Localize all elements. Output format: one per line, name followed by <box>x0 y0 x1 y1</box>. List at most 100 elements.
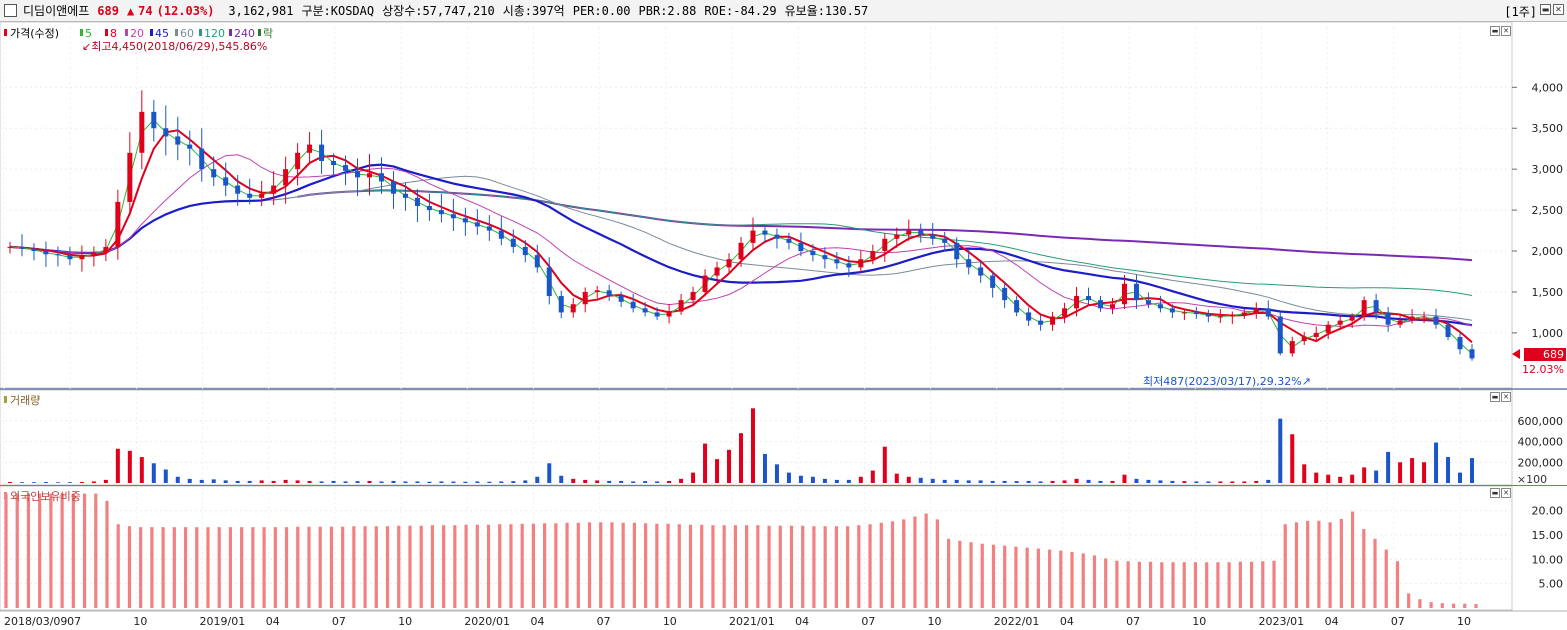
pane-minimize-icon[interactable]: ▬ <box>1490 488 1500 498</box>
y-tick-label: 3,000 <box>1532 163 1564 176</box>
period-selector[interactable]: [1주] <box>1504 5 1537 19</box>
foreign-ratio-bar <box>1306 520 1310 608</box>
legend-marker <box>229 29 232 36</box>
pane-close-icon[interactable]: ✕ <box>1501 488 1511 498</box>
candle-body <box>139 111 145 153</box>
candle-body <box>1002 287 1008 301</box>
pane-close-icon[interactable]: ✕ <box>1501 26 1511 36</box>
x-tick-label: 10 <box>133 615 147 628</box>
candle-body <box>355 170 361 178</box>
legend-marker <box>150 29 153 36</box>
volume-bar <box>571 478 576 483</box>
candle-body <box>978 267 984 276</box>
foreign-ratio-bar <box>228 527 233 608</box>
volume-bar <box>1326 474 1331 483</box>
candle-body <box>31 248 37 252</box>
legend-marker <box>125 29 128 36</box>
volume-bar <box>187 478 192 483</box>
x-tick-label: 04 <box>266 615 280 628</box>
candle-body <box>834 259 840 264</box>
legend-marker <box>4 396 7 403</box>
foreign-ratio-bar <box>318 526 322 608</box>
volume-bar <box>1170 480 1175 483</box>
foreign-ratio-bar <box>1350 511 1355 608</box>
candle-body <box>1086 296 1092 301</box>
foreign-ratio-bar <box>1104 558 1108 608</box>
y-tick-label: 2,000 <box>1532 245 1564 258</box>
volume-bar <box>475 481 480 483</box>
price-legend: 가격(수정) 5 8 20 45 60 120 240 락 <box>4 27 273 40</box>
y-tick-label: 1,000 <box>1532 327 1564 340</box>
volume-bar <box>463 481 468 483</box>
volume-bar <box>1002 480 1007 483</box>
foreign-ratio-bar <box>1474 604 1478 608</box>
select-checkbox[interactable] <box>4 4 17 17</box>
foreign-ratio-bar <box>991 544 996 608</box>
foreign-ratio-bar <box>82 493 87 608</box>
x-tick-label: 2020/01 <box>464 615 510 628</box>
candle-body <box>67 255 73 260</box>
candle-body <box>594 290 600 292</box>
candle-body <box>438 210 444 215</box>
foreign-ratio-bar <box>812 526 816 608</box>
pane-minimize-icon[interactable]: ▬ <box>1490 26 1500 36</box>
volume-bar <box>870 470 875 483</box>
volume-bar <box>379 481 384 483</box>
candle-body <box>1301 336 1307 342</box>
pane-minimize-icon[interactable]: ▬ <box>1490 392 1500 402</box>
foreign-ratio-bar <box>823 526 827 608</box>
legend-marker <box>105 29 108 36</box>
foreign-ratio-bar <box>543 523 547 608</box>
volume-bar <box>882 446 887 483</box>
stock-chart[interactable]: 1,000 1,500 2,000 2,500 3,000 3,500 4,000 200,… <box>0 22 1567 630</box>
foreign-ratio-bar <box>1463 603 1467 608</box>
candle-body <box>1337 320 1343 325</box>
moving-average-line <box>9 154 1473 327</box>
foreign-ratio-bar <box>71 493 75 608</box>
candle-body <box>1241 312 1247 315</box>
candle-body <box>714 267 720 276</box>
volume-bar <box>595 480 600 483</box>
volume-pane[interactable] <box>0 389 1513 486</box>
foreign-ratio-bar <box>902 519 906 608</box>
legend-price-label: 가격(수정) <box>10 27 59 40</box>
volume-bar <box>307 480 312 483</box>
candle-body <box>79 255 85 260</box>
candle-body <box>1145 300 1151 305</box>
foreign-ratio-bar <box>4 493 8 608</box>
volume-bar <box>834 479 839 483</box>
candle-body <box>522 246 528 256</box>
moving-average-line <box>9 163 1473 327</box>
current-price: 689 <box>97 3 119 18</box>
volume-bar <box>727 449 732 483</box>
candle-body <box>474 222 480 227</box>
candle-body <box>1277 316 1283 354</box>
volume-bar <box>1146 479 1151 483</box>
up-arrow-icon: ▲ <box>126 3 135 18</box>
candle-body <box>343 165 349 171</box>
price-pane[interactable] <box>0 22 1513 389</box>
price-change: 74 <box>138 3 153 18</box>
candle-body <box>1373 300 1379 313</box>
close-icon[interactable]: ✕ <box>1553 4 1564 15</box>
candle-body <box>1421 316 1427 318</box>
foreign-ratio-bar <box>172 527 176 608</box>
foreign-ratio-bar <box>1373 538 1377 608</box>
volume-bar <box>127 450 132 483</box>
legend-ma120: 120 <box>204 27 225 40</box>
volume-bar <box>1206 481 1211 483</box>
minimize-icon[interactable]: ▬ <box>1540 4 1551 15</box>
candle-body <box>642 308 648 313</box>
candle-body <box>390 181 396 194</box>
foreign-ratio-bar <box>1283 524 1287 608</box>
candle-body <box>307 144 313 153</box>
volume-bar <box>115 448 120 483</box>
pane-close-icon[interactable]: ✕ <box>1501 392 1511 402</box>
y-tick-label: 600,000 <box>1518 415 1564 428</box>
foreign-ratio-bar <box>1014 546 1018 608</box>
foreign-ratio-bar <box>1148 561 1153 608</box>
candle-body <box>1445 324 1451 337</box>
foreign-ratio-bar <box>352 526 356 608</box>
foreign-ratio-bar <box>183 527 188 608</box>
volume-bar <box>942 479 947 483</box>
